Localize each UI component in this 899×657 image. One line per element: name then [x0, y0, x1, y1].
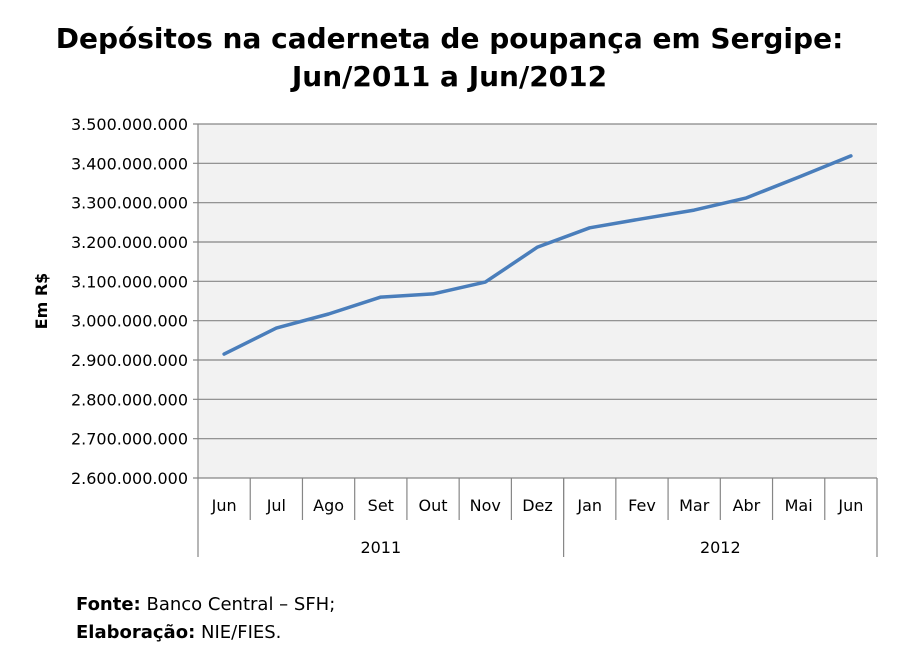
data-point — [798, 176, 800, 178]
y-tick-label: 3.100.000.000 — [71, 272, 188, 291]
x-tick-label: Mar — [679, 496, 710, 515]
x-tick-label: Jun — [837, 496, 863, 515]
x-tick-label: Fev — [628, 496, 656, 515]
source-label: Fonte: — [76, 594, 141, 615]
elaboration-label: Elaboração: — [76, 622, 196, 643]
y-tick-label: 2.800.000.000 — [71, 390, 188, 409]
x-tick-label: Ago — [313, 496, 344, 515]
y-tick-label: 3.500.000.000 — [71, 115, 188, 134]
x-tick-label: Nov — [470, 496, 501, 515]
elaboration-value: NIE/FIES. — [195, 622, 282, 643]
data-point — [328, 313, 330, 315]
chart-title-line2: Jun/2011 a Jun/2012 — [291, 60, 608, 93]
data-point — [275, 327, 277, 329]
data-point — [589, 227, 591, 229]
y-tick-label: 3.400.000.000 — [71, 154, 188, 173]
y-axis-label: Em R$ — [32, 273, 51, 330]
data-point — [641, 218, 643, 220]
y-tick-label: 2.900.000.000 — [71, 351, 188, 370]
elaboration-note: Elaboração: NIE/FIES. — [76, 622, 281, 643]
x-tick-label: Jul — [266, 496, 286, 515]
y-tick-label: 2.600.000.000 — [71, 469, 188, 488]
y-tick-label: 2.700.000.000 — [71, 430, 188, 449]
chart-title-line1: Depósitos na caderneta de poupança em Se… — [55, 22, 844, 55]
source-value: Banco Central – SFH; — [140, 594, 336, 615]
source-note: Fonte: Banco Central – SFH; — [76, 594, 335, 615]
x-tick-label: Abr — [733, 496, 761, 515]
data-point — [745, 197, 747, 199]
data-point — [380, 296, 382, 298]
y-tick-label: 3.000.000.000 — [71, 312, 188, 331]
y-tick-label: 3.300.000.000 — [71, 194, 188, 213]
x-tick-label: Dez — [522, 496, 553, 515]
data-point — [537, 246, 538, 248]
x-group-label: 2012 — [700, 538, 741, 557]
data-point — [693, 209, 695, 211]
y-tick-label: 3.200.000.000 — [71, 233, 188, 252]
x-tick-label: Jun — [211, 496, 237, 515]
data-point — [484, 281, 486, 283]
data-point — [850, 155, 852, 157]
x-tick-label: Set — [368, 496, 394, 515]
x-tick-label: Out — [419, 496, 448, 515]
x-tick-label: Mai — [785, 496, 813, 515]
plot-area — [198, 124, 877, 478]
x-group-label: 2011 — [360, 538, 401, 557]
x-tick-label: Jan — [576, 496, 602, 515]
data-point — [432, 293, 434, 295]
data-point — [223, 353, 225, 355]
